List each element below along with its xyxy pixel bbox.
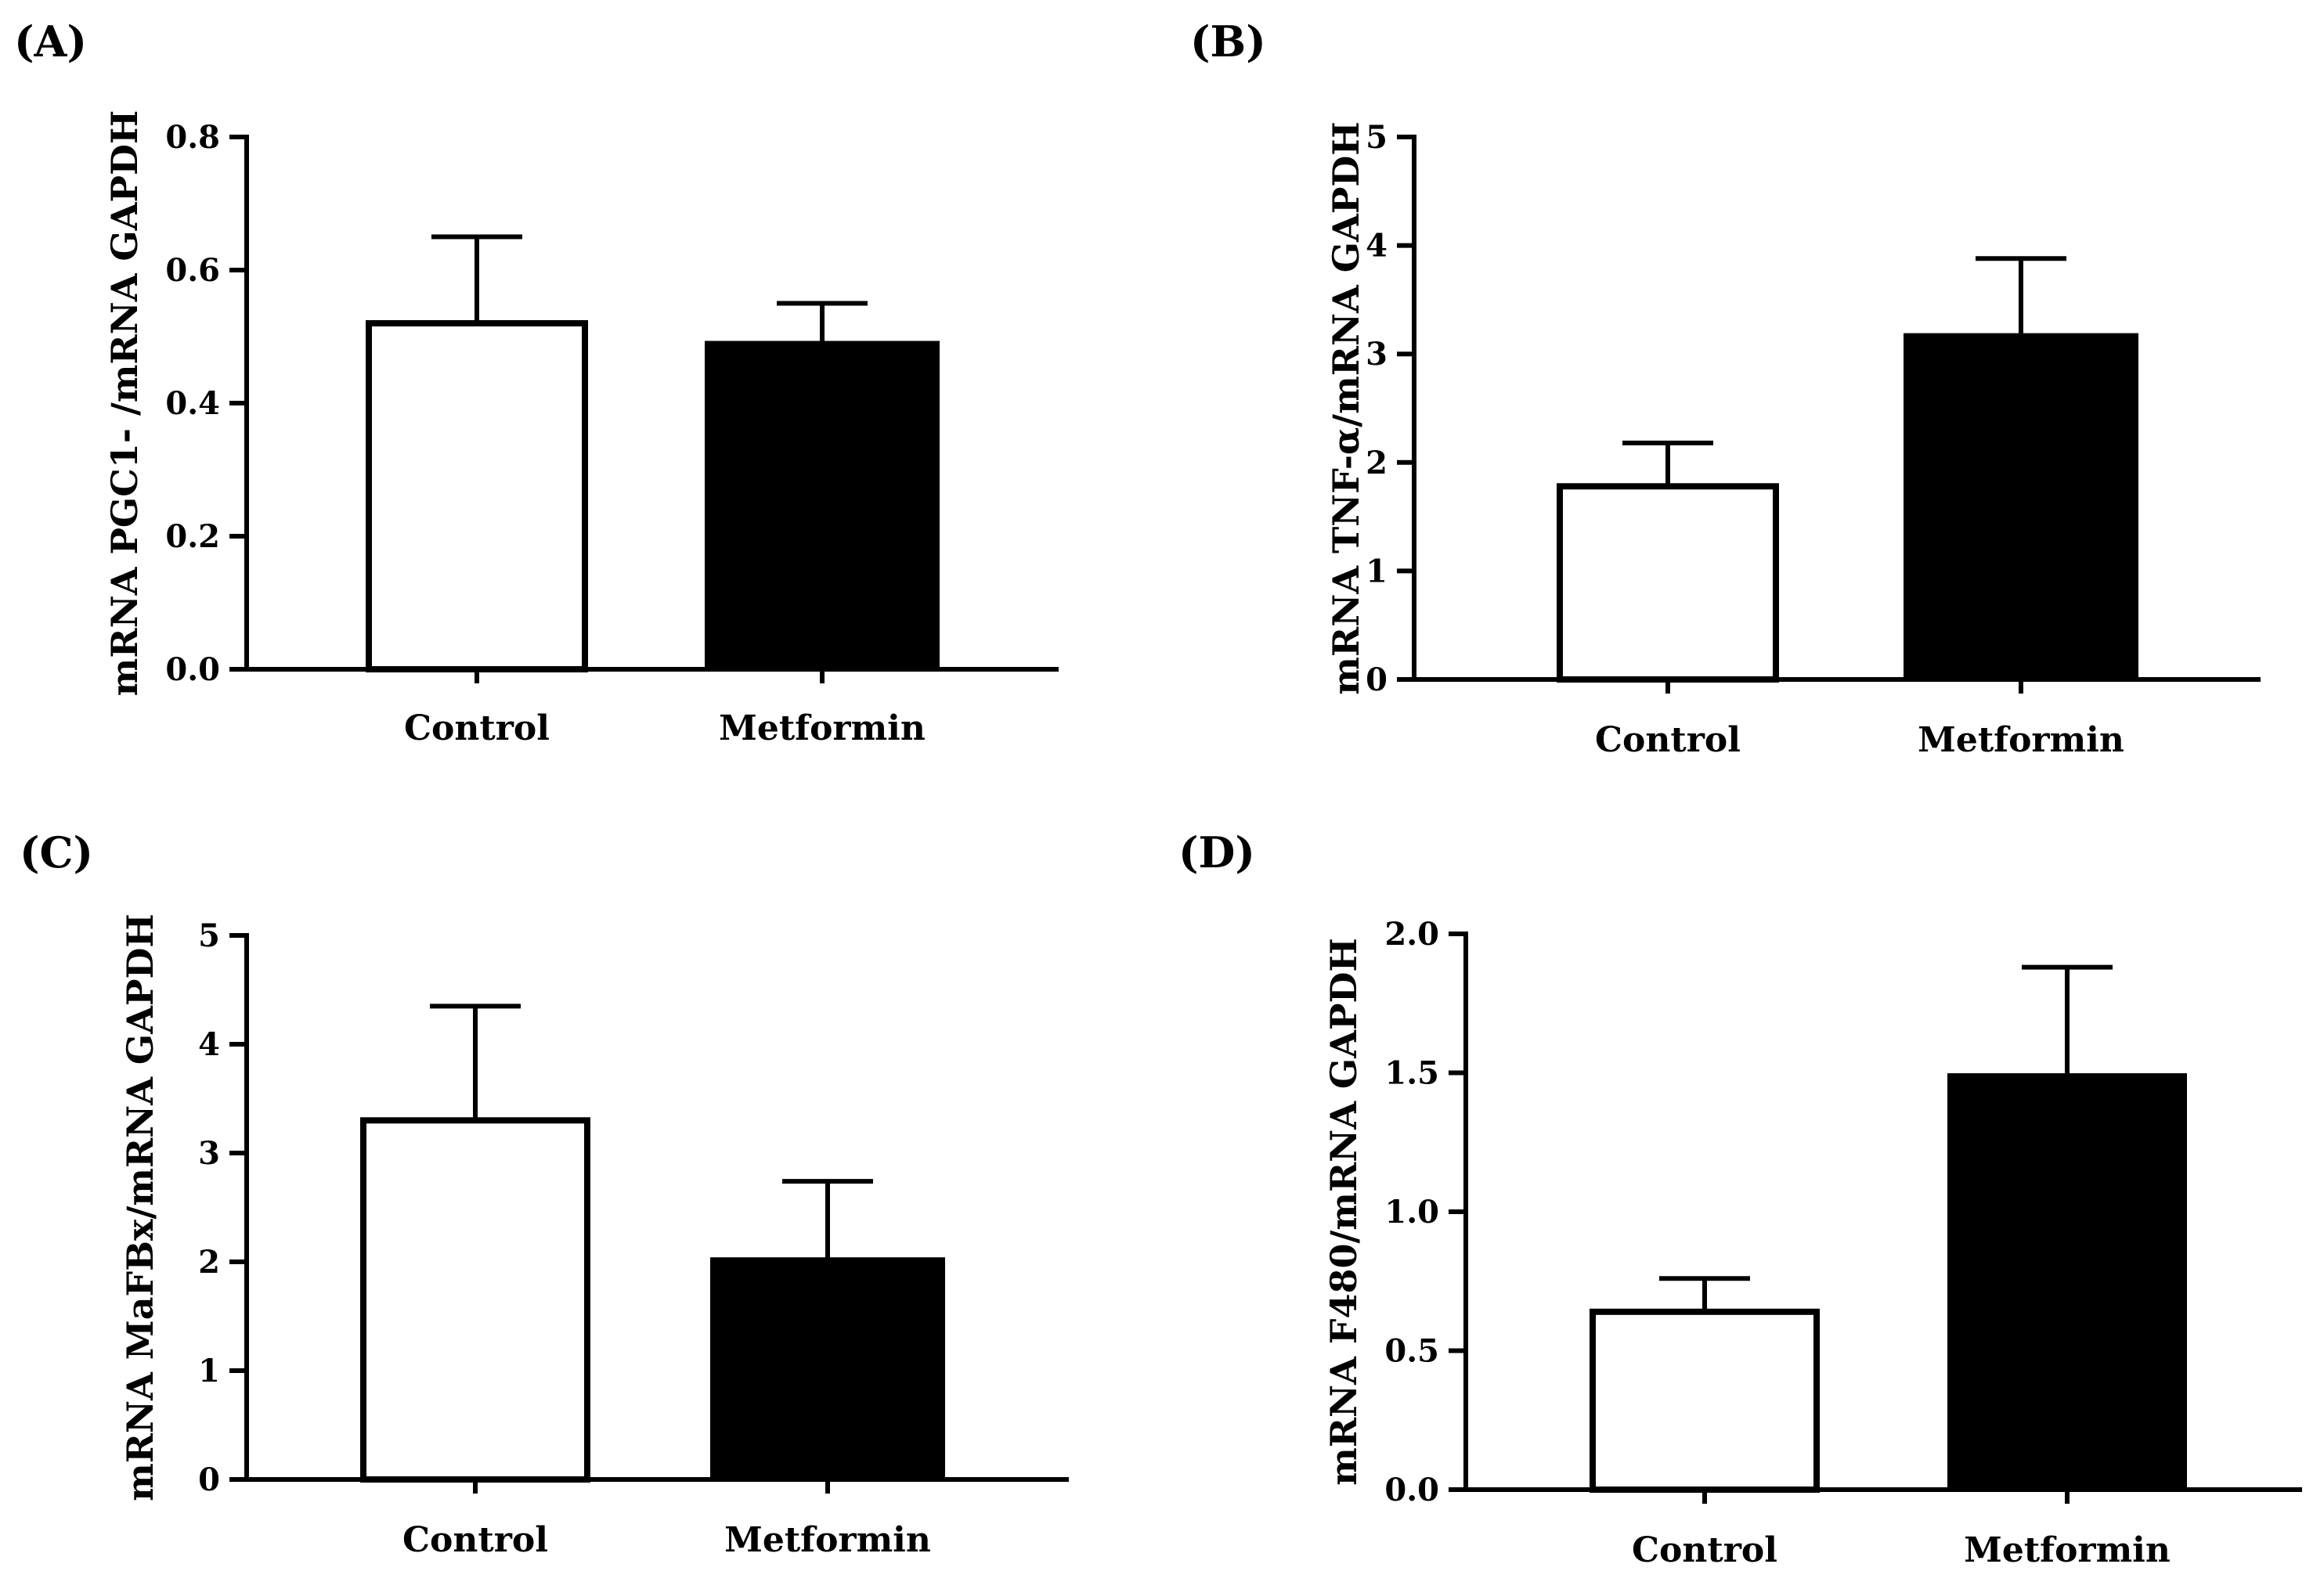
y-tick-label: 2.0	[1384, 916, 1439, 953]
y-axis-title: mRNA F480/mRNA GAPDH	[1323, 938, 1365, 1486]
y-tick-label: 0	[1366, 661, 1388, 698]
bar-control	[366, 320, 588, 672]
y-tick-label: 1	[1366, 553, 1388, 589]
bar-metformin	[1947, 1073, 2187, 1493]
y-tick-label: 1.5	[1384, 1055, 1439, 1092]
chart-panel: (B) mRNA TNF-α/mRNA GAPDH Control Metformin…	[1190, 16, 2261, 760]
y-tick-label: 1.0	[1384, 1194, 1439, 1231]
y-tick-label: 3	[198, 1135, 220, 1172]
x-tick-label: Metformin	[719, 708, 926, 748]
chart-panel: (A) mRNA PGC1- /mRNA GAPDH Control Metformi…	[14, 16, 1059, 748]
y-tick-label: 5	[198, 917, 220, 954]
y-tick-label: 0	[198, 1461, 220, 1498]
x-tick-label: Metformin	[1964, 1530, 2171, 1570]
chart-panel: (D) mRNA F480/mRNA GAPDH Control Metformin 0…	[1178, 827, 2302, 1570]
y-tick-label: 0.0	[1384, 1472, 1439, 1508]
bar-control	[360, 1117, 590, 1483]
chart-panel: (C) mRNA MaFBx/mRNA GAPDH Control Metformin…	[20, 827, 1069, 1560]
x-tick-label: Control	[404, 708, 550, 748]
x-tick-label: Metformin	[724, 1520, 931, 1560]
x-tick-label: Metformin	[1918, 720, 2124, 760]
y-tick-label: 0.5	[1384, 1333, 1439, 1370]
x-tick-label: Control	[402, 1520, 548, 1560]
panel-letter: (B)	[1190, 16, 1266, 67]
x-tick-label: Control	[1632, 1530, 1777, 1570]
y-tick-label: 3	[1366, 336, 1388, 373]
y-tick-label: 4	[198, 1026, 220, 1063]
bar-metformin	[1904, 333, 2138, 682]
bar-control	[1590, 1308, 1820, 1494]
y-tick-label: 0.2	[165, 518, 220, 555]
y-axis-title: mRNA PGC1- /mRNA GAPDH	[103, 110, 146, 697]
y-tick-label: 2	[198, 1244, 220, 1281]
bar-metformin	[705, 341, 940, 672]
y-tick-label: 0.6	[165, 252, 220, 289]
x-tick-label: Control	[1595, 720, 1741, 760]
panel-letter: (D)	[1178, 827, 1255, 877]
y-axis-title: mRNA MaFBx/mRNA GAPDH	[119, 914, 161, 1501]
panels: (A) mRNA PGC1- /mRNA GAPDH Control Metformi…	[14, 16, 2302, 1570]
y-axis-title: mRNA TNF-α/mRNA GAPDH	[1325, 121, 1367, 694]
panel-letter: (C)	[20, 827, 93, 877]
y-tick-label: 0.0	[165, 651, 220, 688]
bar-control	[1557, 483, 1779, 683]
y-tick-label: 4	[1366, 228, 1388, 265]
panel-letter: (A)	[14, 16, 87, 67]
bar-metformin	[710, 1257, 945, 1482]
y-tick-label: 0.4	[165, 385, 220, 422]
y-tick-label: 1	[198, 1353, 220, 1389]
y-tick-label: 0.8	[165, 119, 220, 156]
y-tick-label: 2	[1366, 445, 1388, 481]
y-tick-label: 5	[1366, 119, 1388, 156]
